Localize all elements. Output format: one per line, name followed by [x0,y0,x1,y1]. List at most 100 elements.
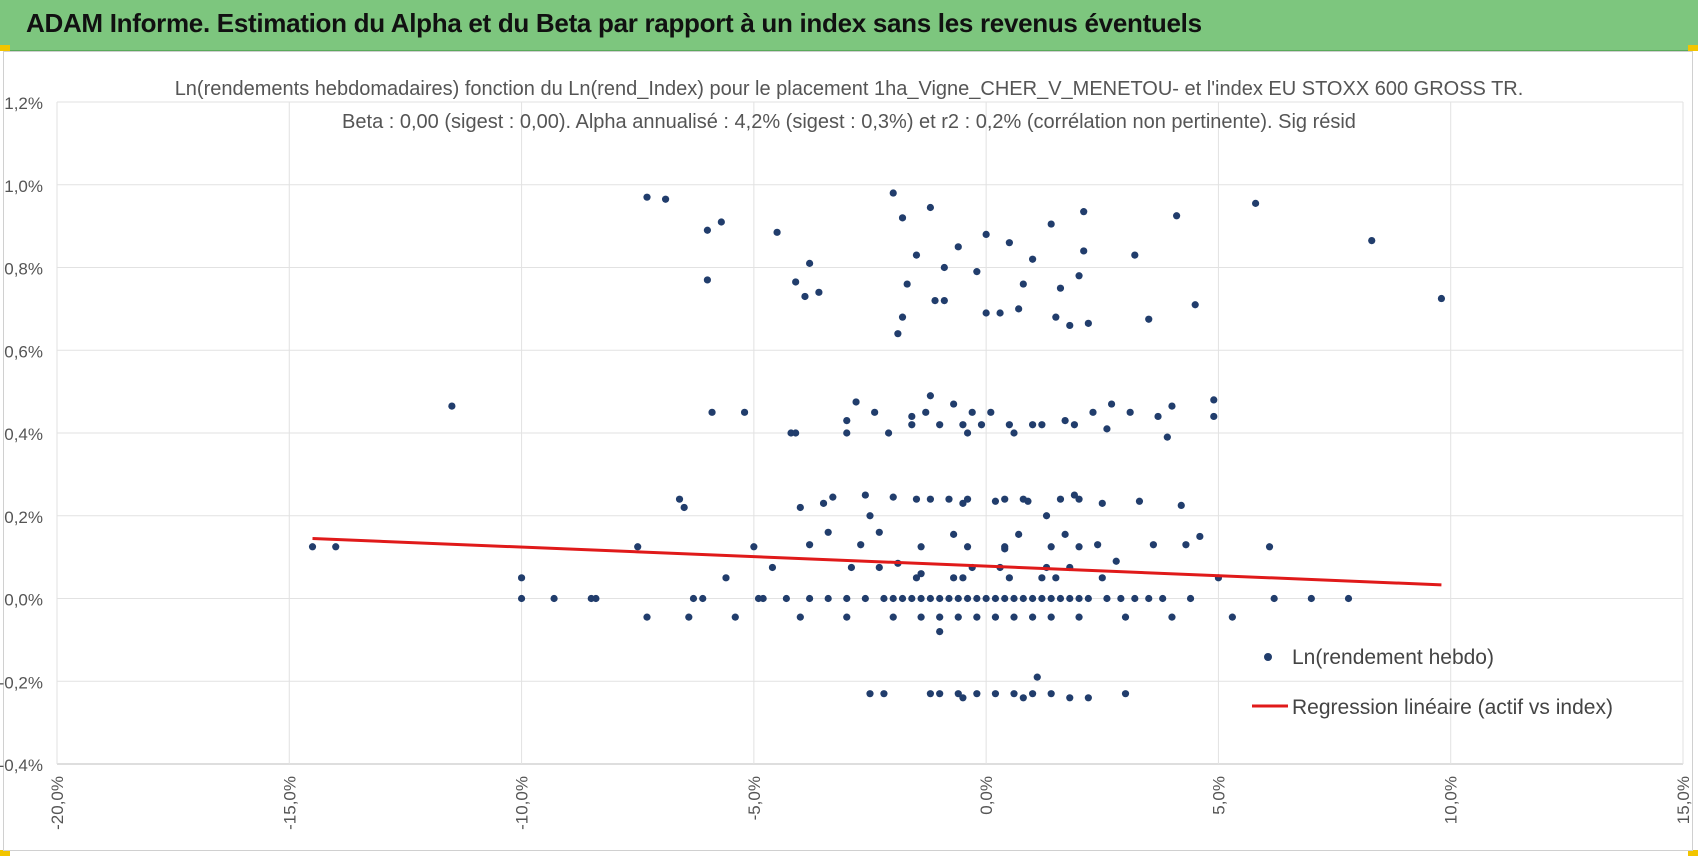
scatter-point [1177,501,1185,510]
report-banner: ADAM Informe. Estimation du Alpha et du … [0,0,1698,51]
scatter-point [819,499,828,507]
scatter-point [773,228,781,236]
scatter-point [871,408,879,416]
scatter-point [936,421,944,429]
scatter-point [936,594,944,603]
scatter-point [1010,594,1018,603]
legend-marker-scatter [1264,653,1272,661]
corner-marker [0,45,10,51]
y-tick-label: 0,0% [4,591,43,610]
scatter-point [889,189,897,197]
scatter-point [917,594,925,603]
scatter-point [908,421,916,429]
x-tick-label: 10,0% [1442,776,1461,824]
scatter-point [1047,690,1055,698]
chart-subtitle: Beta : 0,00 (sigest : 0,00). Alpha annua… [342,111,1356,133]
scatter-point [806,541,814,549]
scatter-point [1005,421,1013,429]
scatter-point [1437,294,1446,303]
scatter-point [917,570,925,578]
report-title: ADAM Informe. Estimation du Alpha et du … [26,8,1202,38]
scatter-point [1159,594,1167,603]
scatter-point [880,690,888,698]
scatter-point [861,594,869,603]
scatter-point [1145,315,1153,323]
scatter-point [1029,255,1037,263]
scatter-point [1052,313,1060,321]
y-tick-label: 1,0% [4,177,43,196]
scatter-point [1084,594,1092,603]
scatter-point [889,613,897,621]
scatter-point [1001,495,1009,503]
scatter-point [1075,543,1083,551]
scatter-point [1103,594,1111,603]
x-axis-ticks: -20,0% -15,0% -10,0% -5,0% 0,0% 5,0% 10,0% 15,0… [48,776,1693,830]
x-tick-label: 0,0% [977,776,996,815]
scatter-point [806,594,814,603]
scatter-point [1191,301,1199,309]
scatter-point [866,690,874,698]
scatter-point [1019,280,1027,288]
scatter-point [796,613,804,621]
scatter-point [1145,594,1153,603]
scatter-point [1094,541,1102,549]
scatter-point [926,392,934,400]
scatter-point [1015,530,1023,538]
scatter-point [903,280,911,288]
scatter-point [889,493,897,501]
scatter-point [829,493,837,501]
scatter-point [1210,412,1218,421]
scatter-point [945,594,953,603]
x-tick-label: 15,0% [1674,776,1693,824]
scatter-point [982,594,990,603]
scatter-point [1047,594,1055,603]
x-tick-label: -20,0% [48,776,67,830]
y-tick-label: 0,8% [4,260,43,279]
scatter-point [1001,594,1009,603]
scatter-point [908,594,916,603]
scatter-point [866,512,874,520]
scatter-point [703,226,712,234]
scatter-point [1061,416,1069,425]
scatter-point [1121,690,1130,698]
scatter-point [968,408,976,416]
scatter-point [722,574,730,582]
scatter-point [1070,491,1079,499]
scatter-point [731,613,739,621]
scatter-point [1089,408,1097,416]
scatter-point [661,195,670,203]
scatter-point [1047,220,1055,228]
scatter-point [1010,690,1018,698]
scatter-point [824,594,832,603]
scatter-point [843,594,851,603]
legend-label-scatter: Ln(rendement hebdo) [1292,646,1494,669]
y-tick-label: 0,2% [4,508,43,527]
regression-line-group [312,537,1442,587]
y-tick-label: 0,6% [4,342,43,361]
scatter-point [1131,594,1139,603]
legend-label-line: Regression linéaire (actif vs index) [1292,696,1613,719]
y-tick-label: -0,2% [0,673,43,692]
scatter-point [1107,400,1116,408]
corner-marker [0,850,10,856]
scatter-point [517,594,526,603]
grid-lines [56,101,1684,765]
scatter-point [792,429,800,437]
scatter-point [768,563,777,572]
chart-title: Ln(rendements hebdomadaires) fonction du… [175,78,1524,100]
scatter-point [889,594,897,603]
scatter-point [1154,412,1162,421]
scatter-point [1005,574,1013,582]
scatter-point [959,694,967,702]
scatter-point [685,613,693,621]
scatter-point [1307,594,1315,603]
scatter-point [852,398,860,406]
scatter-point [592,594,600,603]
scatter-point [1149,541,1157,549]
scatter-point [926,690,934,698]
scatter-point [1038,594,1046,603]
scatter-point [880,594,888,603]
scatter-point [1038,421,1046,429]
scatter-point [894,330,902,338]
